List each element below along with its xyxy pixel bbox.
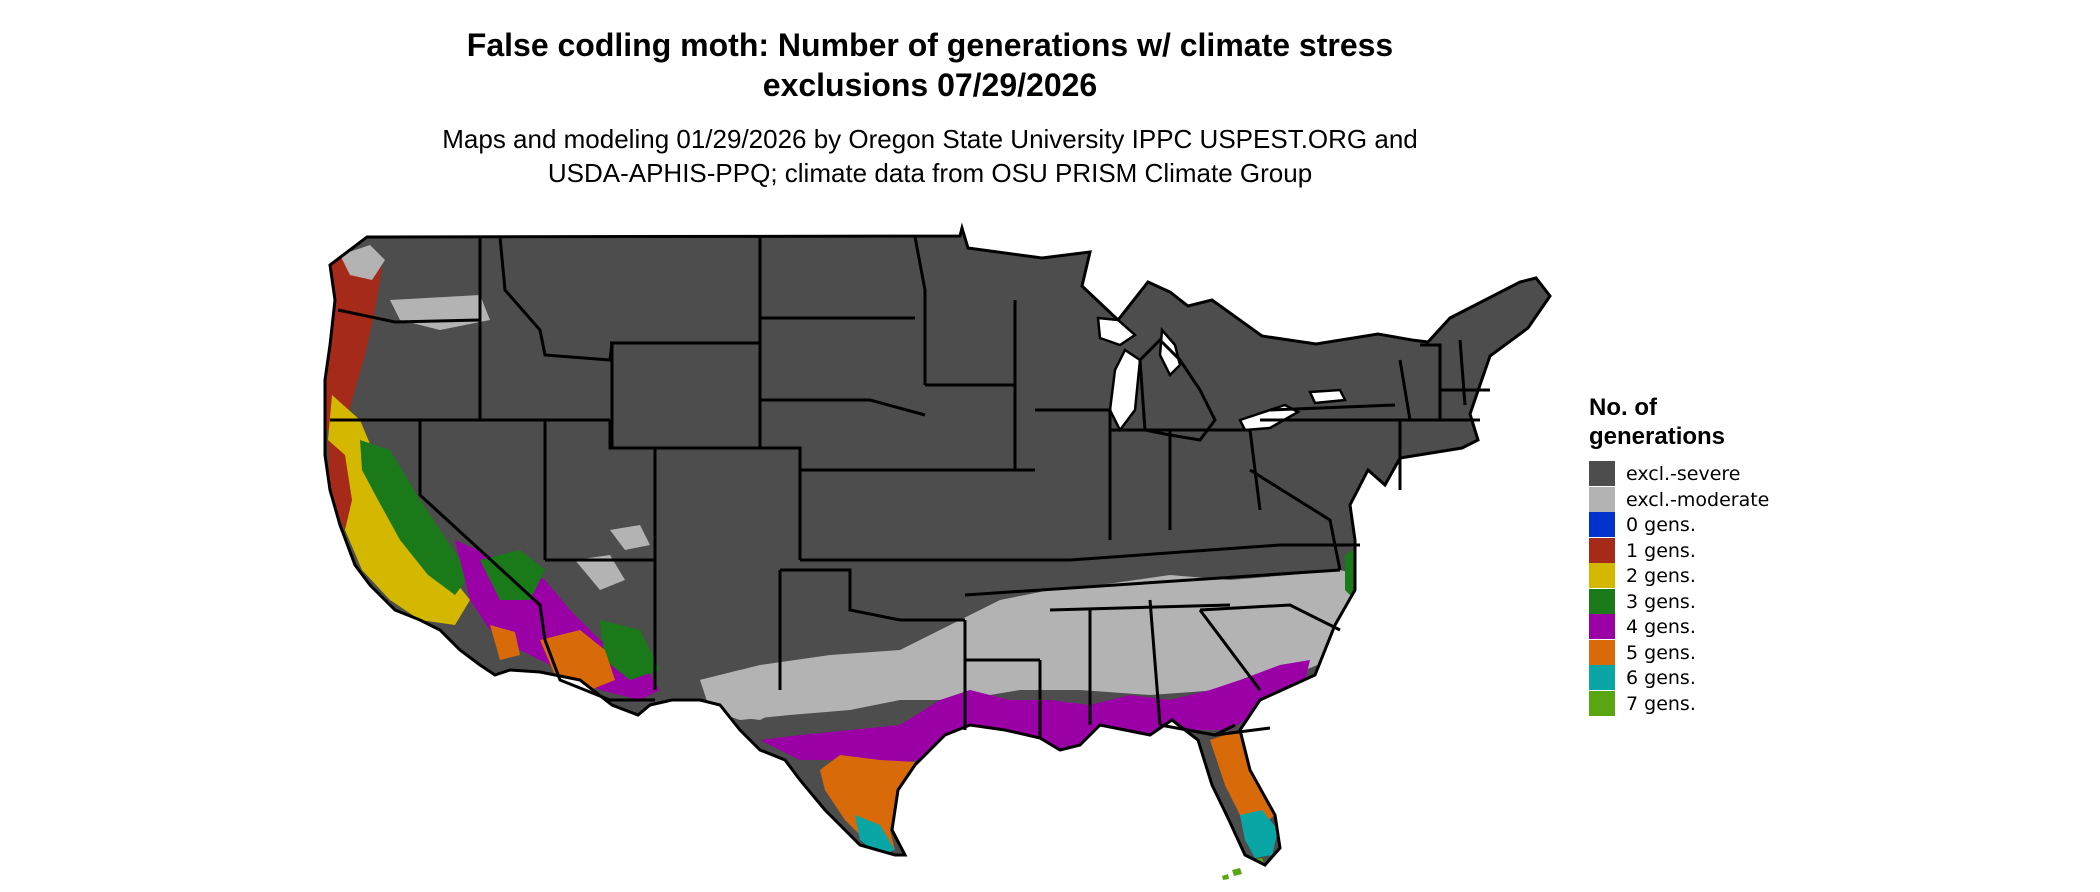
legend-swatch-0-gens [1589, 512, 1615, 537]
map-title-line-2: exclusions 07/29/2026 [762, 67, 1098, 103]
legend-item-2-gens: 2 gens. [1589, 563, 1889, 589]
legend-title: No. of generations [1589, 393, 1889, 451]
legend-item-6-gens: 6 gens. [1589, 665, 1889, 691]
legend-swatch-7-gens [1589, 690, 1615, 716]
legend-item-7-gens: 7 gens. [1589, 690, 1889, 717]
legend-swatch-1-gens [1589, 537, 1615, 563]
legend-title-line-1: No. of [1589, 394, 1657, 421]
legend-item-4-gens: 4 gens. [1589, 614, 1889, 640]
legend-label-0-gens: 0 gens. [1626, 514, 1696, 536]
florida-keys [1222, 868, 1242, 880]
legend-item-0-gens: 0 gens. [1589, 512, 1889, 538]
map-subtitle-line-1: Maps and modeling 01/29/2026 by Oregon S… [442, 124, 1418, 154]
legend-label-4-gens: 4 gens. [1626, 616, 1696, 638]
legend-label-5-gens: 5 gens. [1626, 641, 1696, 664]
legend-items: excl.-severe excl.-moderate 0 gens. 1 ge… [1589, 461, 1889, 716]
legend-item-5-gens: 5 gens. [1589, 639, 1889, 666]
michigan-outline [1138, 337, 1217, 442]
legend-title-line-2: generations [1589, 423, 1726, 450]
great-lakes [1096, 316, 1347, 433]
map-title-line-1: False codling moth: Number of generation… [466, 27, 1394, 63]
legend-label-3-gens: 3 gens. [1626, 590, 1696, 613]
legend-swatch-excl-moderate [1589, 486, 1615, 512]
legend-swatch-2-gens [1589, 563, 1615, 588]
legend: No. of generations excl.-severe excl.-mo… [1589, 393, 1889, 716]
legend-swatch-5-gens [1589, 639, 1615, 665]
legend-label-7-gens: 7 gens. [1626, 692, 1696, 715]
state-boundaries [330, 236, 1490, 738]
legend-swatch-6-gens [1589, 665, 1615, 690]
legend-item-excl-severe: excl.-severe [1589, 461, 1889, 487]
legend-item-3-gens: 3 gens. [1589, 588, 1889, 615]
legend-swatch-3-gens [1589, 588, 1615, 614]
generation-zones [325, 228, 1550, 865]
legend-swatch-4-gens [1589, 614, 1615, 639]
legend-label-1-gens: 1 gens. [1626, 539, 1696, 562]
legend-label-excl-severe: excl.-severe [1626, 463, 1741, 485]
legend-label-excl-moderate: excl.-moderate [1626, 488, 1770, 511]
legend-label-6-gens: 6 gens. [1626, 667, 1696, 689]
legend-item-excl-moderate: excl.-moderate [1589, 486, 1889, 513]
map-subtitle-line-2: USDA-APHIS-PPQ; climate data from OSU PR… [547, 158, 1313, 188]
us-outline [323, 222, 1552, 867]
legend-label-2-gens: 2 gens. [1626, 565, 1696, 587]
legend-swatch-excl-severe [1589, 461, 1615, 486]
legend-item-1-gens: 1 gens. [1589, 537, 1889, 564]
